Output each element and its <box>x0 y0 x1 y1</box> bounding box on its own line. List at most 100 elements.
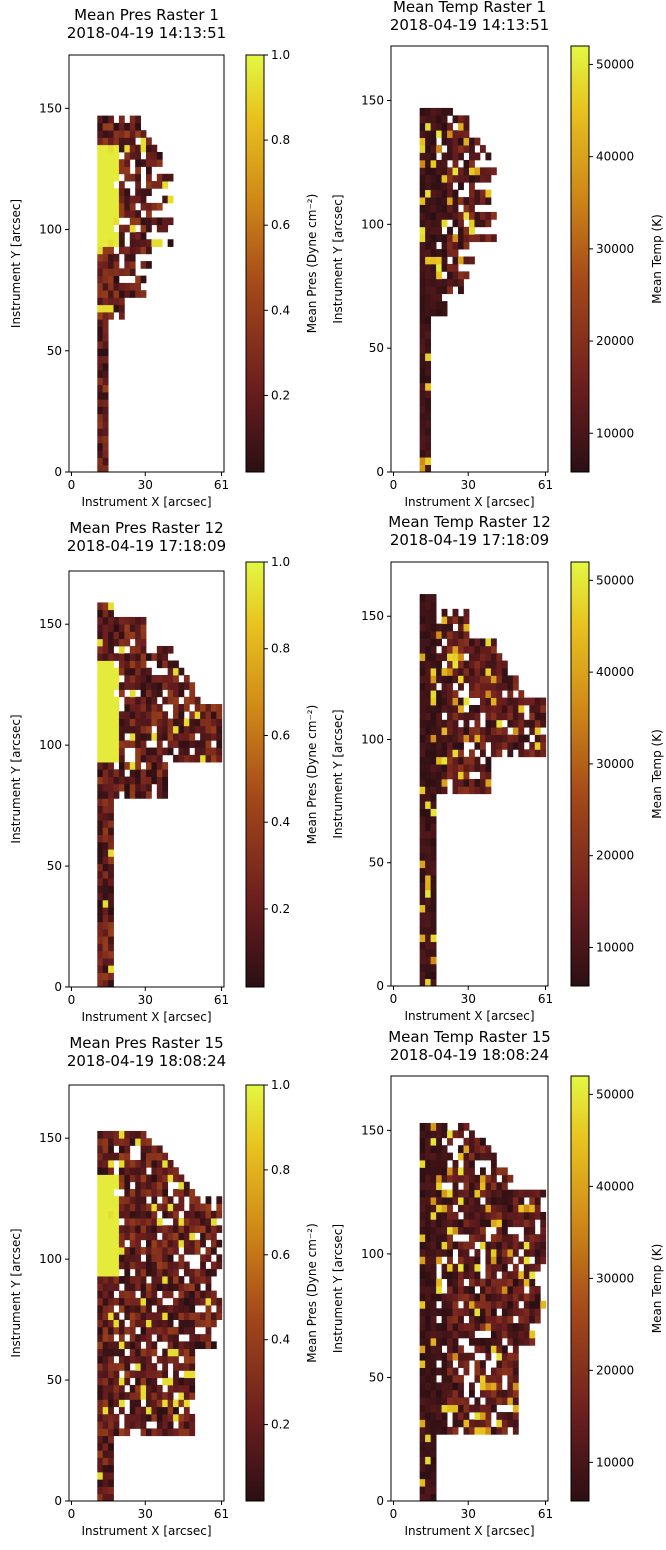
heatmap-cell <box>419 830 426 839</box>
heatmap-cell <box>419 1486 426 1494</box>
heatmap-cell <box>469 197 475 205</box>
heatmap-cell <box>430 1256 437 1265</box>
heatmap-cell <box>485 638 492 647</box>
heatmap-cell <box>501 741 508 750</box>
heatmap-cell <box>501 675 508 684</box>
heatmap-cell <box>162 1392 169 1400</box>
heatmap-cell <box>102 1305 109 1313</box>
heatmap-cell <box>102 457 109 466</box>
heatmap-cell <box>436 1397 442 1406</box>
heatmap-cell <box>210 1210 217 1219</box>
heatmap-cell <box>447 1286 453 1294</box>
heatmap-cell <box>194 1196 201 1204</box>
heatmap-cell <box>534 1189 541 1198</box>
heatmap-cell <box>108 166 114 175</box>
heatmap-cell <box>97 812 104 821</box>
heatmap-cell <box>113 261 120 269</box>
heatmap-cell <box>102 1159 109 1168</box>
heatmap-cell <box>156 660 163 669</box>
heatmap-cell <box>124 1341 131 1350</box>
heatmap-cell <box>425 594 432 602</box>
heatmap-cell <box>135 704 141 712</box>
heatmap-cell <box>425 1263 432 1272</box>
heatmap-cell <box>441 308 448 317</box>
heatmap-cell <box>135 151 141 160</box>
heatmap-cell <box>419 1471 426 1480</box>
heatmap-cell <box>496 1256 503 1265</box>
heatmap-cell <box>441 778 448 787</box>
heatmap-cell <box>436 1167 442 1176</box>
heatmap-cell <box>474 1271 481 1280</box>
heatmap-cell <box>501 1219 508 1228</box>
heatmap-cell <box>156 762 163 770</box>
heatmap-cell <box>118 210 125 218</box>
x-axis-label: Instrument X [arcsec] <box>81 495 211 509</box>
heatmap-cell <box>479 675 486 684</box>
heatmap-cell <box>485 1300 492 1309</box>
heatmap-cell <box>469 1389 475 1398</box>
heatmap-cell <box>102 870 109 879</box>
heatmap-cell <box>452 1197 459 1205</box>
heatmap-cell <box>436 1152 442 1161</box>
heatmap-cell <box>162 1363 169 1371</box>
heatmap-cell <box>135 747 141 756</box>
heatmap-cell <box>441 1130 448 1139</box>
heatmap-cell <box>458 1382 464 1391</box>
heatmap-cell <box>452 1263 459 1272</box>
heatmap-cell <box>118 1319 125 1328</box>
heatmap-cell <box>419 1293 426 1302</box>
heatmap-cell <box>458 749 464 758</box>
heatmap-cell <box>534 719 541 728</box>
heatmap-cell <box>430 1337 437 1346</box>
heatmap-cell <box>441 197 448 205</box>
heatmap-cell <box>501 1271 508 1280</box>
heatmap-cell <box>490 1211 497 1220</box>
heatmap-cell <box>419 1263 426 1272</box>
heatmap-cell <box>210 1341 217 1350</box>
heatmap-cell <box>173 1247 179 1255</box>
heatmap-cell <box>97 1181 104 1190</box>
heatmap-cell <box>216 1312 223 1321</box>
heatmap-cell <box>146 1247 152 1255</box>
heatmap-cell <box>118 115 125 124</box>
heatmap-cell <box>518 704 525 713</box>
heatmap-cell <box>113 217 120 226</box>
heatmap-cell <box>425 375 432 384</box>
heatmap-cell <box>118 1167 125 1175</box>
heatmap-cell <box>178 747 185 756</box>
heatmap-cell <box>479 1426 486 1435</box>
heatmap-cell <box>124 1152 131 1161</box>
heatmap-cell <box>479 1152 486 1161</box>
heatmap-cell <box>97 115 104 124</box>
heatmap-cell <box>507 1204 514 1213</box>
heatmap-cell <box>458 1278 464 1287</box>
heatmap-cell <box>102 1254 109 1262</box>
heatmap-cell <box>118 246 125 255</box>
heatmap-cell <box>129 733 136 741</box>
x-tick-label: 0 <box>68 478 76 492</box>
heatmap-cell <box>118 1348 125 1357</box>
heatmap-cell <box>129 195 136 204</box>
heatmap-cell <box>463 1263 470 1272</box>
heatmap-cell <box>458 764 464 772</box>
heatmap-cell <box>194 1210 201 1219</box>
heatmap-cell <box>102 130 109 138</box>
heatmap-cell <box>479 1174 486 1183</box>
heatmap-cell <box>436 1419 442 1428</box>
heatmap-cell <box>496 719 503 728</box>
heatmap-cell <box>474 234 481 243</box>
heatmap-cell <box>518 690 525 698</box>
heatmap-cell <box>507 1271 514 1280</box>
heatmap-cell <box>523 1278 530 1287</box>
heatmap-cell <box>200 1276 206 1284</box>
heatmap-cell <box>200 1290 206 1299</box>
heatmap-cell <box>129 1239 136 1248</box>
heatmap-cell <box>151 1174 158 1183</box>
heatmap-cell <box>129 151 136 160</box>
heatmap-cell <box>485 756 492 765</box>
heatmap-cell <box>419 1337 426 1346</box>
heatmap-cell <box>425 852 432 861</box>
heatmap-cell <box>108 972 114 981</box>
x-tick-label: 61 <box>538 478 553 492</box>
heatmap-cell <box>425 845 432 854</box>
